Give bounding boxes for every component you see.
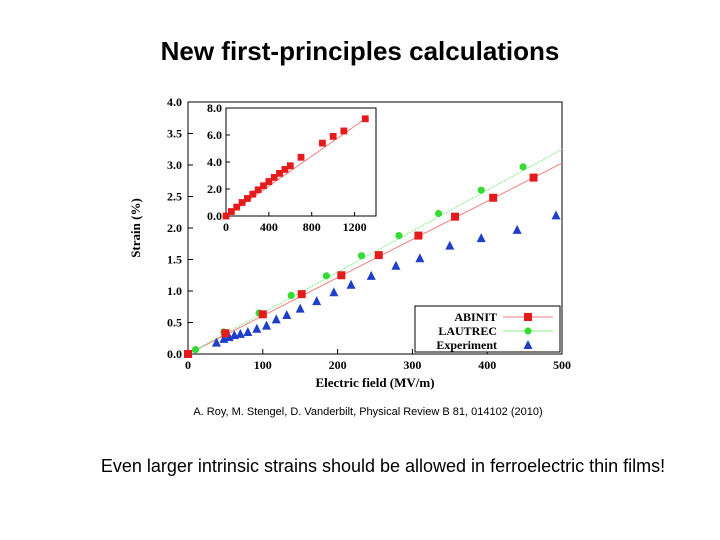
inset-y-tick-label: 0.0 bbox=[207, 209, 222, 223]
abinit-point bbox=[414, 231, 423, 240]
x-tick-label: 300 bbox=[403, 358, 421, 372]
inset-abinit-point bbox=[270, 173, 278, 181]
inset-abinit-point bbox=[227, 208, 235, 215]
inset-y-tick-label: 2.0 bbox=[207, 182, 222, 196]
experiment-point bbox=[243, 326, 253, 336]
abinit-point bbox=[337, 271, 346, 280]
abinit-point bbox=[184, 350, 192, 358]
experiment-point bbox=[235, 328, 245, 338]
y-tick-label: 0.0 bbox=[167, 347, 182, 361]
inset-abinit-point bbox=[260, 182, 267, 190]
legend-box bbox=[414, 305, 561, 353]
citation: A. Roy, M. Stengel, D. Vanderbilt, Physi… bbox=[193, 406, 543, 418]
abinit-point bbox=[297, 290, 306, 299]
inset-y-tick-label: 4.0 bbox=[207, 155, 222, 169]
x-axis-label: Electric field (MV/m) bbox=[315, 375, 434, 390]
slide-title: New first-principles calculations bbox=[160, 36, 560, 66]
inset-abinit-point bbox=[233, 203, 241, 211]
experiment-point bbox=[476, 233, 486, 243]
y-tick-label: 0.5 bbox=[167, 316, 182, 330]
experiment-point bbox=[551, 210, 561, 220]
inset-abinit-point bbox=[265, 178, 273, 185]
lautrec-point bbox=[191, 345, 200, 354]
experiment-point bbox=[366, 270, 376, 280]
x-tick-label: 0 bbox=[185, 358, 191, 372]
legend-marker-lautrec bbox=[524, 327, 532, 335]
inset-abinit-point bbox=[238, 199, 246, 206]
experiment-point bbox=[271, 314, 281, 324]
inset-abinit-point bbox=[276, 169, 283, 177]
legend-label-experiment: Experiment bbox=[436, 338, 497, 352]
y-tick-label: 4.0 bbox=[167, 95, 182, 109]
experiment-point bbox=[512, 224, 522, 234]
lautrec-point bbox=[395, 231, 403, 240]
experiment-point bbox=[252, 323, 262, 333]
inset-abinit-point bbox=[254, 186, 262, 194]
inset-abinit-point bbox=[319, 139, 326, 147]
inset-abinit-point bbox=[297, 153, 305, 161]
abinit-point bbox=[451, 212, 460, 221]
inset-abinit-point bbox=[249, 190, 257, 198]
inset-y-tick-label: 8.0 bbox=[207, 101, 222, 115]
y-tick-label: 2.0 bbox=[167, 221, 182, 235]
experiment-point bbox=[262, 320, 272, 330]
lautrec-point bbox=[287, 291, 295, 300]
inset-abinit-point bbox=[244, 195, 251, 202]
lautrec-point bbox=[434, 209, 443, 218]
experiment-point bbox=[445, 240, 455, 250]
y-tick-label: 3.5 bbox=[167, 127, 182, 141]
experiment-point bbox=[312, 296, 322, 306]
x-tick-label: 100 bbox=[254, 358, 272, 372]
y-tick-label: 3.0 bbox=[167, 158, 182, 172]
abinit-point bbox=[529, 173, 538, 182]
inset-x-tick-label: 400 bbox=[260, 220, 278, 234]
y-axis-label: Strain (%) bbox=[128, 198, 143, 258]
lautrec-point bbox=[357, 252, 366, 260]
inset-x-tick-label: 800 bbox=[303, 220, 321, 234]
legend-marker-abinit bbox=[524, 313, 532, 321]
experiment-point bbox=[415, 253, 425, 263]
experiment-point bbox=[346, 279, 356, 289]
inset-abinit-point bbox=[286, 162, 294, 170]
experiment-point bbox=[391, 260, 401, 270]
strain-chart: 0 100 200 300 400 500 0.0 0.5 1.0 1.5 2.0 2.5 3.0 3.5… bbox=[128, 95, 571, 390]
experiment-point bbox=[295, 303, 305, 313]
x-tick-label: 500 bbox=[553, 358, 571, 372]
inset-abinit-point bbox=[340, 127, 348, 135]
experiment-point bbox=[211, 337, 221, 347]
legend-label-abinit: ABINIT bbox=[454, 310, 497, 324]
inset-abinit-point bbox=[361, 115, 369, 123]
lautrec-point bbox=[477, 186, 485, 194]
experiment-point bbox=[282, 309, 292, 319]
abinit-point bbox=[374, 251, 383, 260]
legend-marker-experiment bbox=[523, 340, 533, 349]
inset-x-tick-label: 0 bbox=[223, 220, 229, 234]
experiment-point bbox=[329, 287, 339, 297]
inset-abinit-point bbox=[222, 212, 230, 220]
inset-x-tick-label: 1200 bbox=[343, 220, 367, 234]
y-tick-label: 2.5 bbox=[167, 190, 182, 204]
legend-label-lautrec: LAUTREC bbox=[438, 324, 497, 338]
abinit-point bbox=[221, 329, 230, 338]
inset-abinit-point bbox=[281, 166, 289, 173]
abinit-point bbox=[489, 193, 498, 202]
footer-statement: Even larger intrinsic strains should be … bbox=[100, 456, 666, 476]
inset-y-tick-label: 6.0 bbox=[207, 128, 222, 142]
lautrec-point bbox=[322, 272, 330, 280]
y-tick-label: 1.0 bbox=[167, 284, 182, 298]
x-tick-label: 400 bbox=[478, 358, 496, 372]
lautrec-point bbox=[519, 163, 527, 171]
abinit-point bbox=[258, 310, 267, 319]
x-tick-label: 200 bbox=[329, 358, 347, 372]
y-tick-label: 1.5 bbox=[167, 253, 182, 267]
inset-abinit-point bbox=[329, 132, 337, 140]
